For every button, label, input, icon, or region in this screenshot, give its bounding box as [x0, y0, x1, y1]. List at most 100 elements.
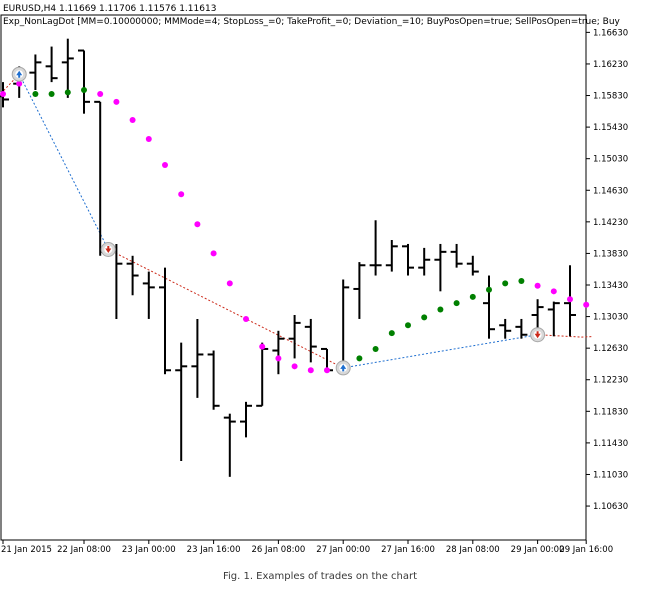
- ohlc-bar: [369, 220, 382, 276]
- ohlc-bar: [223, 413, 236, 477]
- ohlc-bars: [0, 38, 576, 477]
- ohlc-bar: [45, 46, 58, 83]
- ohlc-bar: [483, 275, 495, 339]
- nonlag-dot: [502, 280, 509, 287]
- y-tick-label: 1.13830: [593, 249, 628, 259]
- x-tick-label: 27 Jan 00:00: [316, 545, 370, 555]
- ohlc-bar: [418, 247, 431, 276]
- nonlag-dot: [210, 250, 217, 257]
- nonlag-dot: [486, 286, 492, 293]
- nonlag-dot: [518, 278, 525, 285]
- buy-trade-marker: [11, 66, 27, 82]
- ohlc-bar: [126, 255, 139, 296]
- nonlag-dot: [453, 300, 460, 307]
- x-tick-label: 28 Jan 08:00: [446, 545, 500, 555]
- ohlc-bar: [434, 243, 447, 292]
- nonlag-dot: [194, 221, 201, 228]
- axis-ticks: 1.16630 1.16230 1.15830 1.15430 1.15030 1.146…: [1, 28, 628, 555]
- nonlag-dot: [534, 282, 541, 289]
- nonlag-dot: [567, 296, 573, 303]
- nonlag-dot: [275, 355, 282, 362]
- chart-canvas: EURUSD,H4 1.11669 1.11706 1.11576 1.1161…: [0, 4, 628, 555]
- price-chart: EURUSD,H4 1.11669 1.11706 1.11576 1.1161…: [0, 4, 628, 555]
- nonlag-dot: [405, 322, 411, 329]
- y-tick-label: 1.10630: [593, 502, 628, 512]
- sell-trade-marker: [530, 327, 546, 343]
- trade-connector-line: [537, 334, 582, 338]
- buy-arrow-icon: [340, 364, 347, 372]
- ohlc-bar: [288, 315, 301, 359]
- y-tick-label: 1.12230: [593, 376, 628, 386]
- nonlag-dot: [145, 135, 152, 142]
- trade-connector-line: [18, 73, 109, 250]
- ohlc-bar: [159, 267, 171, 375]
- ohlc-bar: [466, 255, 479, 276]
- ohlc-bar: [272, 330, 285, 375]
- ohlc-bar: [29, 54, 42, 90]
- ohlc-bar: [547, 301, 560, 337]
- y-tick-label: 1.16630: [593, 28, 628, 38]
- nonlag-dot: [226, 280, 233, 287]
- plot-area: [0, 14, 587, 541]
- ohlc-bar: [61, 38, 74, 98]
- ohlc-bar: [385, 240, 398, 272]
- trade-markers: [11, 66, 592, 376]
- ohlc-bar: [207, 350, 220, 410]
- sell-trade-marker: [100, 241, 116, 257]
- y-tick-label: 1.14630: [593, 186, 628, 196]
- y-tick-label: 1.14230: [593, 218, 628, 228]
- x-tick-label: 23 Jan 16:00: [187, 545, 241, 555]
- y-tick-label: 1.15430: [593, 123, 628, 133]
- nonlag-dot: [16, 80, 23, 87]
- y-tick-label: 1.15830: [593, 92, 628, 102]
- open-trade-line: [581, 336, 592, 338]
- nonlag-dot: [81, 87, 87, 93]
- nonlag-dot: [307, 367, 314, 374]
- nonlag-dot: [437, 306, 444, 313]
- nonlag-dot: [259, 343, 266, 350]
- y-tick-label: 1.12630: [593, 344, 628, 354]
- y-tick-label: 1.15030: [593, 155, 628, 165]
- y-tick-label: 1.11430: [593, 439, 628, 449]
- sell-arrow-icon: [534, 331, 541, 339]
- figure-caption: Fig. 1. Examples of trades on the chart: [222, 571, 418, 582]
- indicator-header: Exp_NonLagDot [MM=0.10000000; MMMode=4; …: [3, 17, 621, 27]
- nonlag-dot: [356, 355, 363, 362]
- ohlc-bar: [402, 243, 414, 276]
- ohlc-bar: [191, 318, 204, 398]
- buy-trade-marker: [335, 360, 351, 376]
- nonlag-dot: [97, 90, 104, 97]
- sell-arrow-icon: [105, 245, 112, 253]
- ohlc-bar: [515, 318, 528, 339]
- symbol-header: EURUSD,H4 1.11669 1.11706 1.11576 1.1161…: [3, 4, 216, 14]
- buy-arrow-icon: [16, 70, 23, 78]
- x-tick-label: 22 Jan 08:00: [57, 545, 111, 555]
- x-tick-label: 23 Jan 00:00: [122, 545, 176, 555]
- nonlag-dot: [550, 288, 557, 295]
- nonlag-dot: [583, 301, 590, 308]
- ohlc-bar: [450, 243, 463, 268]
- ohlc-bar: [499, 318, 512, 339]
- nonlag-dot: [243, 315, 249, 322]
- x-tick-label: 26 Jan 08:00: [251, 545, 305, 555]
- y-tick-label: 1.13430: [593, 281, 628, 291]
- ohlc-bar: [78, 49, 90, 114]
- nonlag-dot: [64, 89, 71, 96]
- nonlag-dot: [32, 90, 39, 97]
- nonlag-dots: [0, 80, 590, 375]
- nonlag-dot: [291, 363, 298, 370]
- ohlc-bar: [353, 262, 366, 319]
- nonlag-dot: [162, 162, 168, 168]
- nonlag-dot: [324, 367, 330, 374]
- y-tick-label: 1.16230: [593, 60, 628, 70]
- nonlag-dot: [421, 314, 428, 321]
- nonlag-dot: [388, 330, 395, 337]
- ohlc-bar: [304, 318, 317, 363]
- x-tick-label: 21 Jan 2015: [1, 545, 52, 555]
- x-tick-label: 29 Jan 00:00: [511, 545, 565, 555]
- nonlag-dot: [48, 90, 55, 97]
- x-tick-label: 27 Jan 16:00: [381, 545, 435, 555]
- nonlag-dot: [0, 90, 6, 97]
- x-tick-label: 29 Jan 16:00: [559, 545, 613, 555]
- y-tick-label: 1.13030: [593, 313, 628, 323]
